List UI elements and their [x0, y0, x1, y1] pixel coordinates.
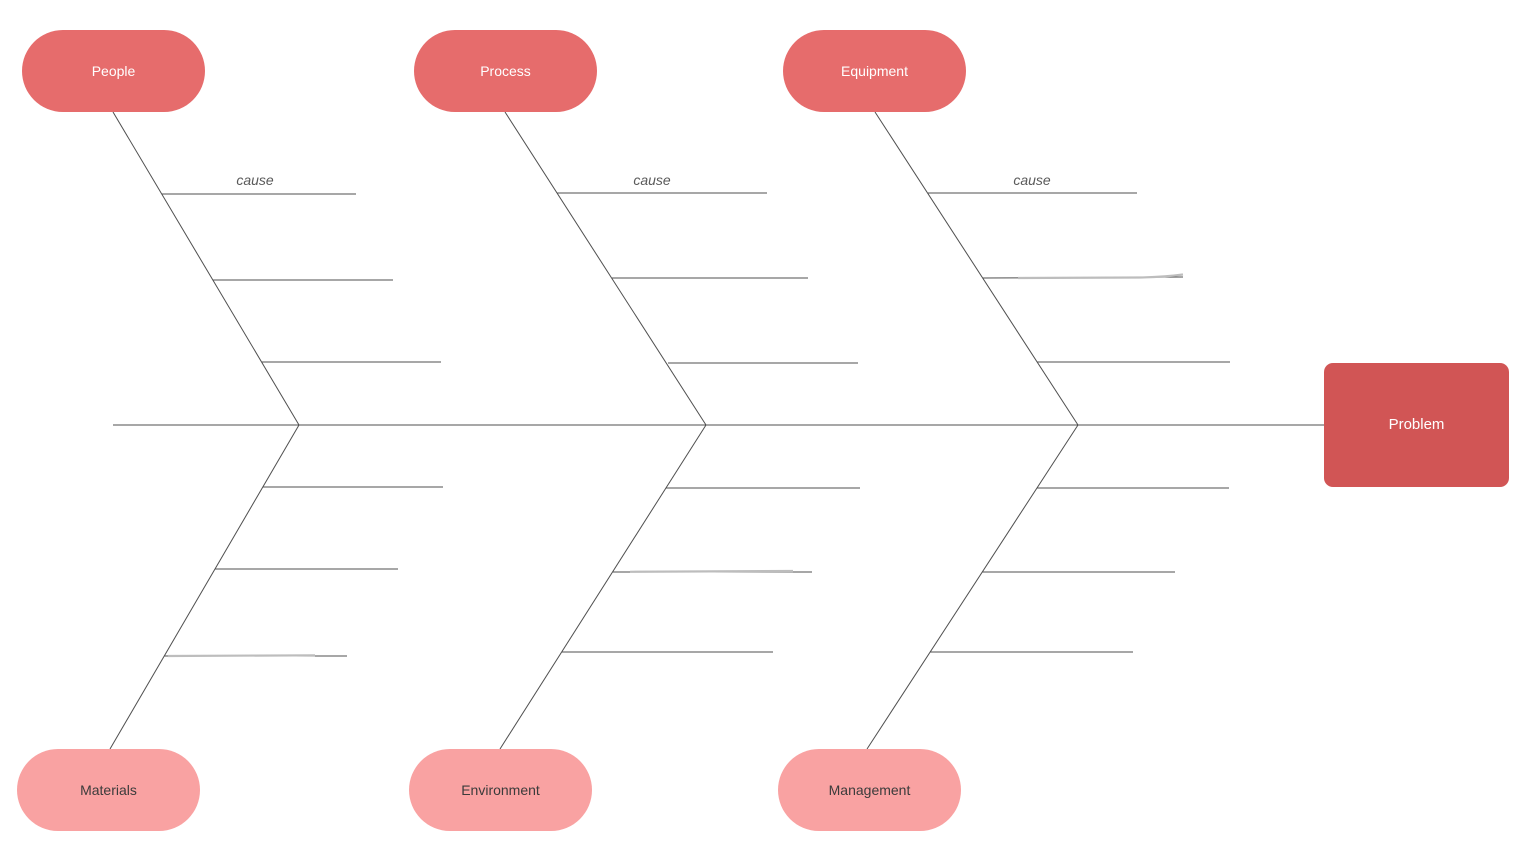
- cause-label-people[interactable]: cause: [236, 172, 274, 188]
- category-management[interactable]: Management: [778, 749, 961, 831]
- category-process[interactable]: Process: [414, 30, 597, 112]
- branch-people[interactable]: [112, 111, 300, 426]
- category-equipment[interactable]: Equipment: [783, 30, 966, 112]
- category-equipment-label: Equipment: [841, 62, 908, 79]
- branch-environment[interactable]: [499, 424, 707, 750]
- rib-materials-3-overlay[interactable]: [167, 654, 316, 658]
- cause-label-process[interactable]: cause: [633, 172, 671, 188]
- category-environment-label: Environment: [461, 781, 540, 798]
- category-people-label: People: [91, 62, 136, 79]
- branch-process[interactable]: [504, 111, 707, 426]
- branch-materials[interactable]: [109, 424, 300, 750]
- rib-equipment-2-overlay[interactable]: [1017, 273, 1184, 280]
- category-people[interactable]: People: [22, 30, 205, 112]
- category-management-label: Management: [828, 781, 911, 798]
- problem-box[interactable]: Problem: [1324, 363, 1509, 487]
- problem-label: Problem: [1388, 416, 1445, 433]
- branch-management[interactable]: [866, 424, 1079, 750]
- category-materials[interactable]: Materials: [17, 749, 200, 831]
- category-process-label: Process: [480, 62, 531, 79]
- cause-label-equipment[interactable]: cause: [1013, 172, 1051, 188]
- category-environment[interactable]: Environment: [409, 749, 592, 831]
- branch-equipment[interactable]: [874, 111, 1079, 426]
- category-materials-label: Materials: [80, 781, 137, 798]
- rib-environment-2-overlay[interactable]: [629, 569, 794, 573]
